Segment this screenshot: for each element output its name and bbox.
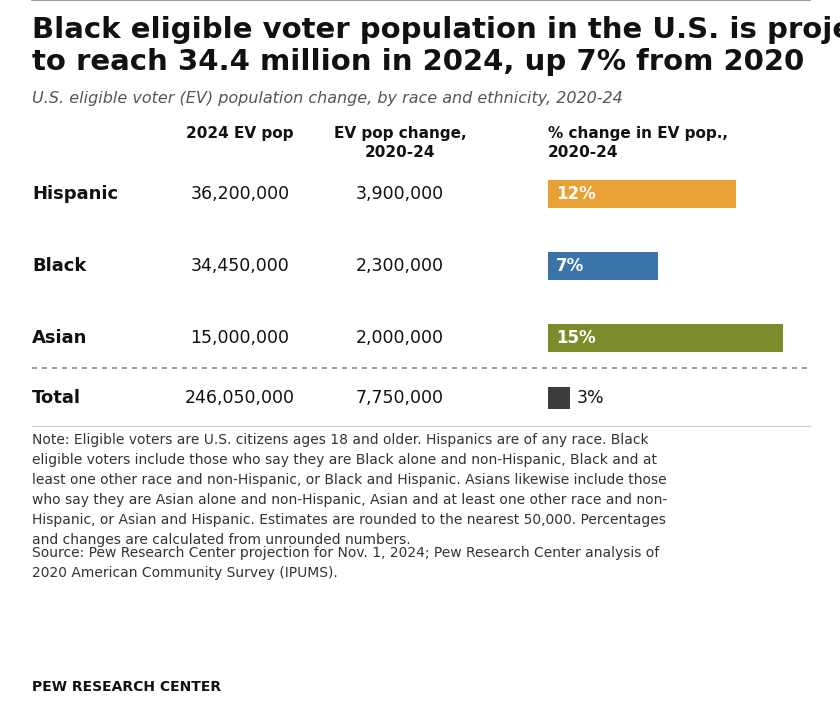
Text: 7%: 7%	[556, 257, 585, 275]
Text: Source: Pew Research Center projection for Nov. 1, 2024; Pew Research Center ana: Source: Pew Research Center projection f…	[32, 546, 659, 580]
Text: 2,000,000: 2,000,000	[356, 329, 444, 347]
Bar	[548, 324, 783, 352]
Text: Total: Total	[32, 389, 81, 407]
Text: Hispanic: Hispanic	[32, 185, 118, 203]
Text: Black eligible voter population in the U.S. is projected: Black eligible voter population in the U…	[32, 16, 840, 44]
Bar	[548, 387, 570, 409]
Text: % change in EV pop.,
2020-24: % change in EV pop., 2020-24	[548, 126, 728, 160]
Bar	[548, 252, 658, 280]
Text: 36,200,000: 36,200,000	[191, 185, 290, 203]
Text: 246,050,000: 246,050,000	[185, 389, 295, 407]
Text: 7,750,000: 7,750,000	[356, 389, 444, 407]
Text: 12%: 12%	[556, 185, 596, 203]
Text: PEW RESEARCH CENTER: PEW RESEARCH CENTER	[32, 680, 221, 694]
Text: EV pop change,
2020-24: EV pop change, 2020-24	[333, 126, 466, 160]
Text: 15,000,000: 15,000,000	[191, 329, 290, 347]
Text: 3,900,000: 3,900,000	[356, 185, 444, 203]
Text: 3%: 3%	[577, 389, 605, 407]
Text: 2,300,000: 2,300,000	[356, 257, 444, 275]
Text: 2024 EV pop: 2024 EV pop	[186, 126, 294, 141]
Text: to reach 34.4 million in 2024, up 7% from 2020: to reach 34.4 million in 2024, up 7% fro…	[32, 48, 804, 76]
Text: U.S. eligible voter (EV) population change, by race and ethnicity, 2020-24: U.S. eligible voter (EV) population chan…	[32, 91, 622, 106]
Text: Asian: Asian	[32, 329, 87, 347]
Text: Black: Black	[32, 257, 87, 275]
Bar	[548, 180, 736, 208]
Text: Note: Eligible voters are U.S. citizens ages 18 and older. Hispanics are of any : Note: Eligible voters are U.S. citizens …	[32, 433, 667, 547]
Text: 15%: 15%	[556, 329, 596, 347]
Text: 34,450,000: 34,450,000	[191, 257, 289, 275]
